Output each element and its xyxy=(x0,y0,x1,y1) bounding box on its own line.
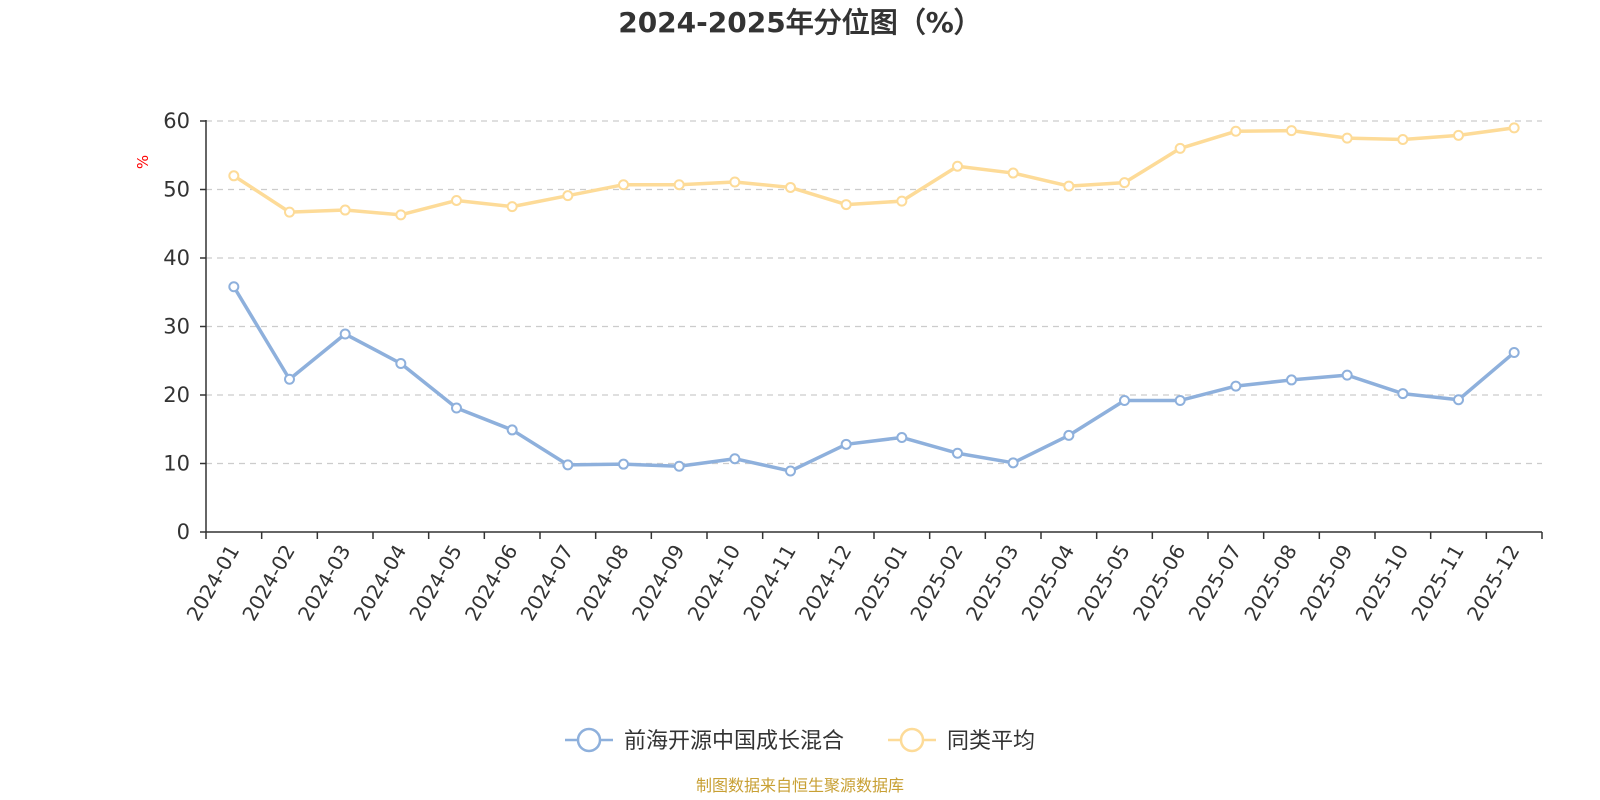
data-point-0-23 xyxy=(1508,347,1520,359)
x-tick-label-2025-07: 2025-07 xyxy=(1184,541,1247,625)
data-point-1-1 xyxy=(284,206,295,218)
data-point-1-3 xyxy=(395,209,407,221)
data-point-0-0 xyxy=(228,281,240,293)
data-point-0-1 xyxy=(284,373,295,385)
data-point-1-0 xyxy=(228,170,240,182)
data-point-1-20 xyxy=(1341,132,1353,144)
legend-marker-1 xyxy=(899,727,925,753)
x-tick-label-2024-01: 2024-01 xyxy=(182,541,245,625)
x-tick-label-2024-04: 2024-04 xyxy=(349,541,412,625)
x-tick-label-2024-10: 2024-10 xyxy=(683,541,746,625)
x-tick-label-2024-02: 2024-02 xyxy=(237,541,300,625)
data-point-1-11 xyxy=(840,199,852,211)
data-point-1-22 xyxy=(1453,129,1464,141)
data-point-0-10 xyxy=(785,465,796,477)
data-point-0-3 xyxy=(395,357,407,369)
x-tick-label-2025-04: 2025-04 xyxy=(1017,541,1080,625)
data-point-1-5 xyxy=(506,201,518,213)
series-line-0 xyxy=(232,285,1516,473)
data-point-0-9 xyxy=(729,453,741,465)
data-point-0-14 xyxy=(1007,457,1019,469)
data-point-0-11 xyxy=(840,438,852,450)
data-point-1-15 xyxy=(1063,180,1075,192)
data-point-1-4 xyxy=(451,194,462,206)
data-point-0-21 xyxy=(1397,388,1409,400)
data-point-1-12 xyxy=(896,195,908,207)
legend-label-1: 同类平均 xyxy=(947,729,1035,754)
data-point-1-17 xyxy=(1174,142,1186,154)
data-point-0-19 xyxy=(1286,374,1297,386)
data-point-0-18 xyxy=(1230,380,1242,392)
y-axis-ticks: 0 10 20 30 40 50 60 xyxy=(163,109,190,544)
grid-lines xyxy=(206,120,1542,465)
data-point-0-20 xyxy=(1341,369,1353,381)
series-line-1 xyxy=(232,126,1516,217)
x-tick-label-2025-08: 2025-08 xyxy=(1239,541,1302,625)
data-point-0-12 xyxy=(896,431,908,443)
x-tick-label-2024-06: 2024-06 xyxy=(460,541,523,625)
x-tick-label-2025-12: 2025-12 xyxy=(1462,541,1525,625)
data-point-1-2 xyxy=(339,204,351,216)
legend-item-1[interactable]: 同类平均 xyxy=(888,727,1035,754)
x-tick-label-2025-03: 2025-03 xyxy=(961,541,1024,625)
legend-marker-0 xyxy=(576,727,602,753)
data-point-0-13 xyxy=(952,447,963,459)
data-point-0-7 xyxy=(618,458,629,470)
x-tick-label-2024-07: 2024-07 xyxy=(516,541,579,625)
data-point-1-6 xyxy=(562,190,574,202)
data-point-0-6 xyxy=(562,459,574,471)
data-point-1-21 xyxy=(1397,133,1409,145)
data-point-0-5 xyxy=(506,424,518,436)
y-tick-label-30: 30 xyxy=(163,315,190,339)
y-tick-label-10: 10 xyxy=(163,452,190,476)
data-point-1-19 xyxy=(1286,125,1297,137)
y-tick-label-40: 40 xyxy=(163,246,190,270)
x-tick-label-2025-11: 2025-11 xyxy=(1406,541,1469,625)
y-tick-label-0: 0 xyxy=(177,520,190,544)
y-axis-unit: % xyxy=(134,155,152,169)
data-point-0-4 xyxy=(451,402,462,414)
data-point-0-22 xyxy=(1453,394,1464,406)
data-point-1-7 xyxy=(618,179,629,191)
x-tick-label-2024-05: 2024-05 xyxy=(404,541,467,625)
y-tick-label-20: 20 xyxy=(163,383,190,407)
data-point-1-10 xyxy=(785,181,796,193)
y-tick-label-50: 50 xyxy=(163,178,190,202)
x-tick-label-2025-05: 2025-05 xyxy=(1072,541,1135,625)
source-note: 制图数据来自恒生聚源数据库 xyxy=(696,776,904,795)
data-point-1-8 xyxy=(673,179,685,191)
legend-label-0: 前海开源中国成长混合 xyxy=(624,729,844,754)
series-0 xyxy=(228,281,1520,477)
x-tick-label-2024-12: 2024-12 xyxy=(794,541,857,625)
data-point-0-16 xyxy=(1119,394,1130,406)
data-point-0-15 xyxy=(1063,429,1075,441)
chart-title: 2024-2025年分位图（%） xyxy=(618,6,982,39)
legend[interactable]: 前海开源中国成长混合 同类平均 xyxy=(565,727,1035,754)
series-1 xyxy=(228,122,1520,221)
x-axis-ticks: 2024-012024-022024-032024-042024-052024-… xyxy=(182,541,1525,625)
data-point-0-2 xyxy=(339,328,351,340)
x-tick-label-2024-09: 2024-09 xyxy=(627,541,690,625)
series-lines xyxy=(228,122,1520,477)
data-point-1-23 xyxy=(1508,122,1520,134)
x-tick-label-2024-03: 2024-03 xyxy=(293,541,356,625)
axes xyxy=(200,120,1543,539)
x-tick-label-2025-06: 2025-06 xyxy=(1128,541,1191,625)
x-tick-label-2025-01: 2025-01 xyxy=(850,541,913,625)
legend-item-0[interactable]: 前海开源中国成长混合 xyxy=(565,727,844,754)
x-tick-label-2024-08: 2024-08 xyxy=(571,541,634,625)
x-tick-label-2025-09: 2025-09 xyxy=(1295,541,1358,625)
data-point-0-8 xyxy=(673,460,685,472)
x-tick-label-2025-10: 2025-10 xyxy=(1351,541,1414,625)
data-point-1-9 xyxy=(729,176,741,188)
data-point-1-18 xyxy=(1230,125,1242,137)
x-tick-label-2025-02: 2025-02 xyxy=(905,541,968,625)
y-tick-label-60: 60 xyxy=(163,109,190,133)
data-point-0-17 xyxy=(1174,394,1186,406)
data-point-1-14 xyxy=(1007,167,1019,179)
data-point-1-16 xyxy=(1119,177,1130,189)
data-point-1-13 xyxy=(952,160,963,172)
x-tick-label-2024-11: 2024-11 xyxy=(738,541,801,625)
